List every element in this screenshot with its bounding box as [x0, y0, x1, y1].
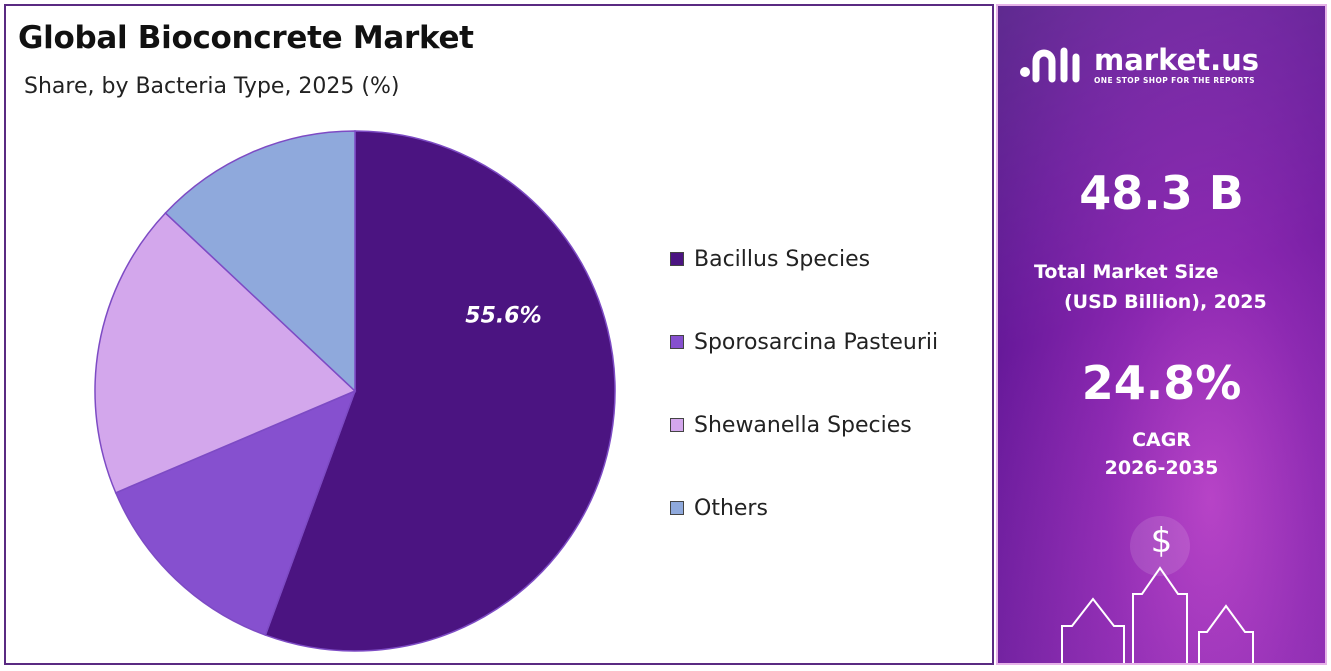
legend-label: Others: [694, 495, 768, 521]
pie-slice-sporosarcina-pasteurii: [114, 389, 357, 637]
pie-slice-shewanella-species: [94, 211, 357, 494]
panel-background: [998, 6, 1325, 663]
legend-swatch: [670, 252, 684, 266]
chart-title: Global Bioconcrete Market: [18, 20, 474, 56]
chart-subtitle: Share, by Bacteria Type, 2025 (%): [24, 74, 400, 99]
dollar-icon: $: [1150, 521, 1173, 561]
legend-label: Sporosarcina Pasteurii: [694, 329, 939, 355]
growth-arrows-illustration: [1061, 516, 1254, 663]
pie-slice-others: [164, 130, 356, 393]
legend-swatch: [670, 335, 684, 349]
legend-item: Sporosarcina Pasteurii: [670, 327, 938, 357]
market-size-value: 48.3 B: [1079, 166, 1244, 220]
chart-panel: Global Bioconcrete Market Share, by Bact…: [4, 4, 994, 665]
legend-item: Bacillus Species: [670, 244, 870, 274]
legend-label: Bacillus Species: [694, 246, 871, 272]
market-size-unit-label: (USD Billion), 2025: [1064, 291, 1267, 313]
legend-label: Shewanella Species: [694, 412, 912, 438]
cagr-label: CAGR: [1132, 429, 1191, 451]
market-size-label: Total Market Size: [1034, 261, 1219, 283]
market-summary-panel: market.us ONE STOP SHOP FOR THE REPORTS …: [996, 4, 1327, 665]
legend-item: Others: [670, 493, 768, 523]
market-us-logo-icon: [1020, 47, 1080, 82]
pie-slice-bacillus-species: [264, 130, 616, 652]
legend-item: Shewanella Species: [670, 410, 912, 440]
cagr-value: 24.8%: [1081, 356, 1242, 410]
brand-logo: market.us ONE STOP SHOP FOR THE REPORTS: [1018, 44, 1259, 85]
legend-swatch: [670, 418, 684, 432]
pie-data-label: 55.6%: [465, 303, 541, 328]
legend-swatch: [670, 501, 684, 515]
brand-tagline: ONE STOP SHOP FOR THE REPORTS: [1094, 76, 1255, 85]
cagr-period: 2026-2035: [1104, 457, 1219, 479]
pie-chart: 55.6%: [94, 130, 616, 652]
brand-name: market.us: [1094, 43, 1260, 77]
